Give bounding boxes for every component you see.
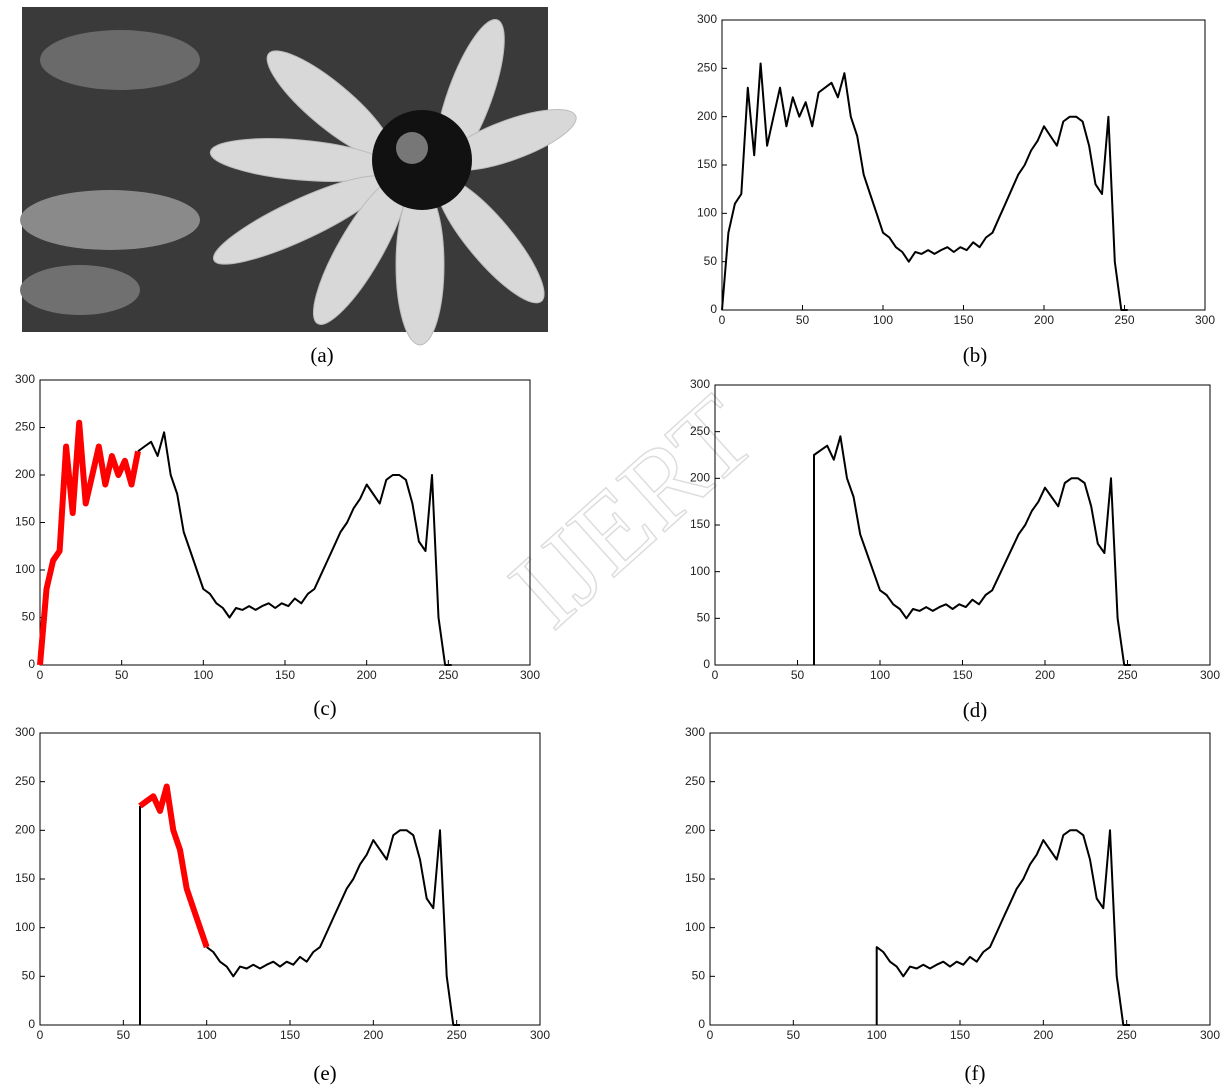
y-tick-label: 200	[685, 823, 705, 837]
y-tick-label: 150	[697, 157, 717, 171]
y-tick-label: 250	[15, 420, 35, 434]
watermark: IJERT	[487, 372, 777, 650]
x-tick-label: 250	[447, 1028, 467, 1042]
y-tick-label: 150	[685, 871, 705, 885]
y-tick-label: 250	[697, 61, 717, 75]
y-tick-label: 100	[685, 920, 705, 934]
y-tick-label: 200	[15, 467, 35, 481]
y-tick-label: 50	[692, 969, 706, 983]
axes-box	[721, 19, 1206, 311]
x-tick-label: 300	[1200, 1028, 1220, 1042]
x-tick-label: 100	[870, 668, 890, 682]
caption: (a)	[310, 343, 333, 367]
x-tick-label: 250	[438, 668, 458, 682]
x-tick-label: 200	[1033, 1028, 1053, 1042]
x-tick-label: 150	[952, 668, 972, 682]
x-tick-label: 100	[193, 668, 213, 682]
y-tick-label: 0	[698, 1017, 705, 1031]
x-tick-label: 50	[791, 668, 805, 682]
photo	[20, 7, 577, 346]
x-tick-label: 150	[950, 1028, 970, 1042]
histogram-line	[138, 783, 210, 949]
x-tick-label: 50	[117, 1028, 131, 1042]
x-tick-label: 300	[1200, 668, 1220, 682]
x-tick-label: 100	[867, 1028, 887, 1042]
y-tick-label: 50	[22, 969, 36, 983]
caption: (f)	[965, 1061, 986, 1085]
x-tick-label: 150	[280, 1028, 300, 1042]
y-tick-label: 300	[685, 725, 705, 739]
x-tick-label: 0	[37, 1028, 44, 1042]
y-tick-label: 300	[697, 12, 717, 26]
axes-box	[709, 732, 1211, 1026]
axes-box	[39, 732, 541, 1026]
y-tick-label: 150	[15, 871, 35, 885]
x-tick-label: 50	[787, 1028, 801, 1042]
histogram-line	[875, 829, 1130, 1026]
x-tick-label: 300	[530, 1028, 550, 1042]
axes-box	[714, 384, 1211, 666]
y-tick-label: 150	[690, 517, 710, 531]
x-tick-label: 0	[707, 1028, 714, 1042]
x-tick-label: 300	[520, 668, 540, 682]
x-tick-label: 150	[275, 668, 295, 682]
x-tick-label: 200	[1035, 668, 1055, 682]
y-tick-label: 250	[690, 424, 710, 438]
x-tick-label: 50	[796, 313, 810, 327]
x-tick-label: 250	[1114, 313, 1134, 327]
histogram-line	[721, 62, 1128, 311]
y-tick-label: 100	[15, 920, 35, 934]
x-tick-label: 0	[719, 313, 726, 327]
y-tick-label: 50	[697, 611, 711, 625]
x-tick-label: 0	[712, 668, 719, 682]
x-tick-label: 300	[1195, 313, 1215, 327]
caption: (c)	[313, 696, 336, 720]
y-tick-label: 200	[690, 471, 710, 485]
y-tick-label: 100	[697, 206, 717, 220]
y-tick-label: 50	[22, 610, 36, 624]
x-tick-label: 100	[197, 1028, 217, 1042]
y-tick-label: 0	[710, 302, 717, 316]
y-tick-label: 50	[704, 254, 718, 268]
x-tick-label: 200	[357, 668, 377, 682]
caption: (b)	[963, 343, 988, 367]
y-tick-label: 300	[690, 377, 710, 391]
y-tick-label: 250	[685, 774, 705, 788]
y-tick-label: 0	[703, 657, 710, 671]
y-tick-label: 0	[28, 1017, 35, 1031]
y-tick-label: 200	[697, 109, 717, 123]
caption: (e)	[313, 1061, 336, 1085]
y-tick-label: 300	[15, 372, 35, 386]
x-tick-label: 100	[873, 313, 893, 327]
y-tick-label: 100	[15, 562, 35, 576]
x-tick-label: 250	[1117, 1028, 1137, 1042]
x-tick-label: 200	[363, 1028, 383, 1042]
y-tick-label: 300	[15, 725, 35, 739]
y-tick-label: 0	[28, 657, 35, 671]
caption: (d)	[963, 698, 988, 722]
x-tick-label: 250	[1117, 668, 1137, 682]
y-tick-label: 100	[690, 564, 710, 578]
x-tick-label: 200	[1034, 313, 1054, 327]
y-tick-label: 250	[15, 774, 35, 788]
histogram-line	[813, 435, 1131, 666]
x-tick-label: 50	[115, 668, 129, 682]
x-tick-label: 0	[37, 668, 44, 682]
histogram-line	[37, 419, 141, 666]
histogram-line	[206, 829, 460, 1026]
histogram-line	[137, 431, 452, 666]
y-tick-label: 200	[15, 823, 35, 837]
axes-box	[39, 379, 531, 666]
x-tick-label: 150	[953, 313, 973, 327]
y-tick-label: 150	[15, 515, 35, 529]
